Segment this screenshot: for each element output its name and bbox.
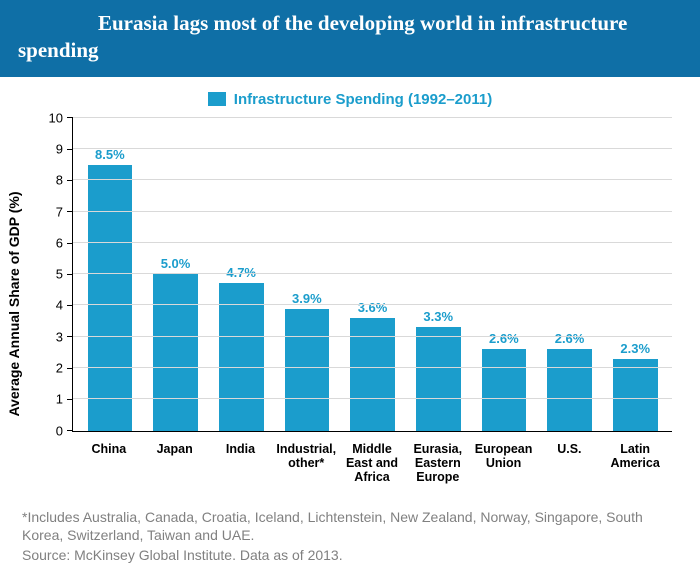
gridline	[73, 148, 672, 149]
bar	[482, 349, 527, 430]
y-tick-label: 4	[56, 298, 63, 313]
chart-title: Eurasia lags most of the developing worl…	[18, 10, 682, 65]
bar-slot: 4.7%	[208, 118, 274, 431]
y-tick	[67, 243, 73, 244]
bar-slot: 5.0%	[143, 118, 209, 431]
y-tick	[67, 180, 73, 181]
bar-slot: 3.9%	[274, 118, 340, 431]
gridline	[73, 179, 672, 180]
chart-header: Eurasia lags most of the developing worl…	[0, 0, 700, 77]
bar-slot: 2.6%	[537, 118, 603, 431]
bar	[285, 309, 330, 431]
bar	[219, 283, 264, 430]
y-tick	[67, 274, 73, 275]
y-tick-label: 3	[56, 329, 63, 344]
x-tick-label: Eurasia, Eastern Europe	[405, 436, 471, 494]
bar	[613, 359, 658, 431]
bar-value-label: 2.6%	[555, 331, 585, 346]
x-tick-label: U.S.	[536, 436, 602, 494]
bar-slot: 3.3%	[405, 118, 471, 431]
y-tick-label: 10	[49, 110, 63, 125]
bar	[88, 165, 133, 431]
legend-label: Infrastructure Spending (1992–2011)	[234, 91, 492, 108]
bar-value-label: 3.3%	[423, 309, 453, 324]
bar-slot: 2.6%	[471, 118, 537, 431]
legend: Infrastructure Spending (1992–2011)	[0, 91, 700, 108]
x-tick-label: Latin America	[602, 436, 668, 494]
bar-slot: 2.3%	[602, 118, 668, 431]
bar-slot: 3.6%	[340, 118, 406, 431]
bar	[416, 327, 461, 430]
y-axis-title: Average Annual Share of GDP (%)	[6, 191, 22, 416]
y-tick	[67, 368, 73, 369]
y-tick-label: 6	[56, 235, 63, 250]
y-tick	[67, 211, 73, 212]
gridline	[73, 304, 672, 305]
gridline	[73, 398, 672, 399]
bar-value-label: 2.3%	[620, 341, 650, 356]
y-tick-label: 7	[56, 204, 63, 219]
x-tick-label: European Union	[471, 436, 537, 494]
x-tick-label: India	[208, 436, 274, 494]
bar-value-label: 3.6%	[358, 300, 388, 315]
bar-slot: 8.5%	[77, 118, 143, 431]
gridline	[73, 117, 672, 118]
x-tick-label: Industrial, other*	[273, 436, 339, 494]
y-tick	[67, 430, 73, 431]
gridline	[73, 367, 672, 368]
y-tick	[67, 336, 73, 337]
y-tick	[67, 399, 73, 400]
source-line: Source: McKinsey Global Institute. Data …	[22, 547, 678, 563]
bar	[547, 349, 592, 430]
plot-region: 8.5%5.0%4.7%3.9%3.6%3.3%2.6%2.6%2.3% 012…	[72, 118, 672, 432]
y-tick	[67, 117, 73, 118]
y-tick	[67, 305, 73, 306]
bar-value-label: 3.9%	[292, 291, 322, 306]
footnote: *Includes Australia, Canada, Croatia, Ic…	[22, 508, 678, 546]
bars-container: 8.5% 5.0% 4.7% 3.9% 3.6% 3.3% 2.6% 2.6% 2.3%	[73, 118, 672, 431]
x-tick-label: China	[76, 436, 142, 494]
bar	[153, 274, 198, 431]
legend-swatch	[208, 92, 226, 106]
gridline	[73, 242, 672, 243]
bar-value-label: 2.6%	[489, 331, 519, 346]
y-tick-label: 8	[56, 173, 63, 188]
gridline	[73, 211, 672, 212]
y-tick	[67, 149, 73, 150]
x-tick-label: Japan	[142, 436, 208, 494]
gridline	[73, 336, 672, 337]
chart-area: Average Annual Share of GDP (%) 8.5%5.0%…	[22, 114, 678, 494]
y-tick-label: 1	[56, 392, 63, 407]
y-tick-label: 9	[56, 141, 63, 156]
gridline	[73, 273, 672, 274]
bar-value-label: 5.0%	[161, 256, 191, 271]
y-tick-label: 0	[56, 423, 63, 438]
y-tick-label: 2	[56, 361, 63, 376]
y-tick-label: 5	[56, 267, 63, 282]
x-tick-label: Middle East and Africa	[339, 436, 405, 494]
x-axis-labels: ChinaJapanIndiaIndustrial, other*Middle …	[72, 436, 672, 494]
